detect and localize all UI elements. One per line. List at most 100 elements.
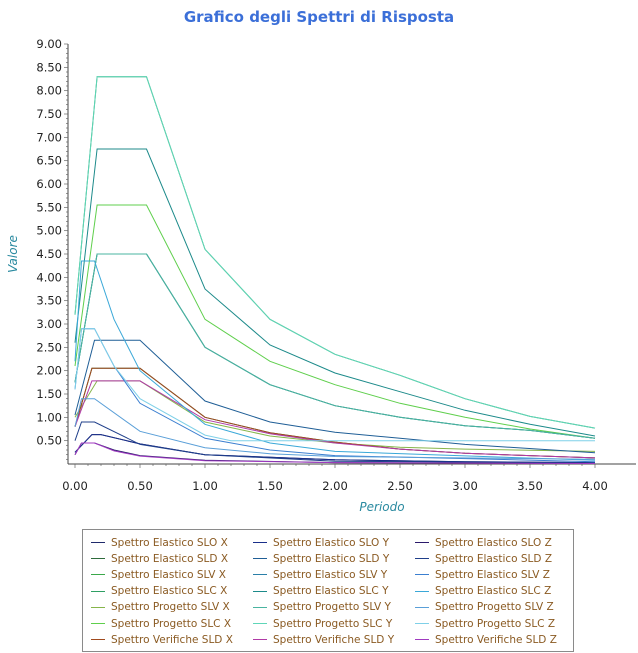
x-tick-label: 0.00	[62, 479, 88, 493]
legend-item: Spettro Elastico SLC X	[91, 584, 227, 599]
legend-label: Spettro Elastico SLV Z	[435, 568, 550, 581]
legend-item: Spettro Elastico SLC Y	[253, 584, 389, 599]
legend-swatch	[415, 558, 429, 560]
legend-swatch	[253, 558, 267, 560]
x-tick-label: 3.00	[452, 479, 478, 493]
x-tick-label: 2.00	[322, 479, 348, 493]
legend-swatch	[253, 606, 267, 608]
legend-swatch	[91, 639, 105, 641]
y-tick-label: 1.50	[36, 387, 62, 401]
legend-item: Spettro Verifiche SLD Z	[415, 632, 557, 647]
chart-axes	[64, 43, 636, 468]
y-axis-title: Valore	[6, 235, 20, 273]
legend-item: Spettro Elastico SLO Z	[415, 535, 552, 550]
series-line-13	[74, 76, 596, 429]
legend-item: Spettro Elastico SLD Y	[253, 551, 389, 566]
legend-swatch	[415, 574, 429, 576]
legend-label: Spettro Elastico SLD X	[111, 552, 229, 565]
legend-label: Spettro Elastico SLC Z	[435, 585, 552, 598]
legend-item: Spettro Elastico SLD X	[91, 551, 228, 566]
series-line-14	[74, 380, 596, 459]
legend-label: Spettro Elastico SLD Y	[273, 552, 390, 565]
legend-item: Spettro Progetto SLC Y	[253, 616, 392, 631]
y-tick-label: 5.00	[36, 224, 62, 238]
legend-swatch	[253, 542, 267, 543]
y-tick-label: 4.50	[36, 247, 62, 261]
x-tick-label: 3.50	[517, 479, 543, 493]
legend-swatch	[415, 542, 429, 543]
legend-label: Spettro Elastico SLV X	[111, 568, 226, 581]
series-line-11	[74, 148, 596, 437]
series-line-4	[74, 76, 596, 429]
legend-label: Spettro Elastico SLC Y	[273, 585, 389, 598]
legend-item: Spettro Progetto SLC Z	[415, 616, 555, 631]
legend-swatch	[91, 606, 105, 608]
legend-label: Spettro Elastico SLO Y	[273, 536, 390, 549]
legend-swatch	[91, 590, 105, 592]
legend-label: Spettro Progetto SLC X	[111, 617, 232, 630]
legend-item: Spettro Elastico SLV Z	[415, 567, 550, 582]
legend-swatch	[91, 558, 105, 560]
x-tick-label: 2.50	[387, 479, 413, 493]
legend-item: Spettro Progetto SLC X	[91, 616, 231, 631]
legend-item: Spettro Elastico SLO X	[91, 535, 228, 550]
legend-swatch	[415, 639, 429, 641]
legend-item: Spettro Elastico SLC Z	[415, 584, 551, 599]
legend-label: Spettro Elastico SLC X	[111, 585, 228, 598]
y-tick-label: 1.00	[36, 410, 62, 424]
y-tick-label: 2.50	[36, 340, 62, 354]
x-tick-label: 4.00	[582, 479, 608, 493]
legend-label: Spettro Verifiche SLD Y	[273, 633, 395, 646]
y-tick-label: 5.50	[36, 200, 62, 214]
legend-label: Spettro Elastico SLO X	[111, 536, 228, 549]
legend-item: Spettro Verifiche SLD Y	[253, 632, 394, 647]
series-line-19	[74, 398, 596, 460]
x-tick-label: 1.50	[257, 479, 283, 493]
legend-item: Spettro Elastico SLV X	[91, 567, 226, 582]
legend-label: Spettro Elastico SLD Z	[435, 552, 553, 565]
y-tick-label: 3.50	[36, 294, 62, 308]
series-line-20	[74, 328, 595, 442]
legend-swatch	[91, 623, 105, 624]
legend-label: Spettro Elastico SLV Y	[273, 568, 388, 581]
series-line-16	[74, 421, 596, 464]
x-axis-title: Periodo	[359, 500, 404, 514]
legend-item: Spettro Elastico SLV Y	[253, 567, 387, 582]
series-line-21	[74, 442, 596, 464]
legend-item: Spettro Elastico SLO Y	[253, 535, 389, 550]
y-tick-label: 0.50	[36, 434, 62, 448]
y-tick-label: 6.50	[36, 154, 62, 168]
y-tick-label: 2.00	[36, 364, 62, 378]
legend-swatch	[253, 574, 267, 576]
legend-item: Spettro Elastico SLD Z	[415, 551, 552, 566]
y-tick-label: 9.00	[36, 37, 62, 51]
legend-label: Spettro Progetto SLV Z	[435, 601, 554, 614]
legend-swatch	[415, 606, 429, 608]
y-tick-label: 6.00	[36, 177, 62, 191]
legend-label: Spettro Progetto SLV X	[111, 601, 230, 614]
x-tick-label: 0.50	[127, 479, 153, 493]
y-tick-label: 3.00	[36, 317, 62, 331]
chart-plot-area: 0.50 1.00 1.50 2.00 2.50 3.00 3.50 4.00 4.50 5.00…	[6, 37, 636, 514]
legend-swatch	[253, 639, 267, 641]
series-line-6	[74, 204, 596, 439]
legend-swatch	[253, 590, 267, 592]
legend-label: Spettro Progetto SLC Y	[273, 617, 393, 630]
series-line-12	[74, 253, 596, 439]
legend-swatch	[91, 574, 105, 576]
legend-label: Spettro Progetto SLV Y	[273, 601, 391, 614]
legend-swatch	[415, 623, 429, 624]
y-tick-label: 7.50	[36, 107, 62, 121]
legend-label: Spettro Progetto SLC Z	[435, 617, 556, 630]
legend-swatch	[415, 590, 429, 592]
legend-swatch	[253, 623, 267, 624]
chart-title: Grafico degli Spettri di Risposta	[183, 8, 455, 26]
legend-item: Spettro Progetto SLV Z	[415, 600, 554, 615]
legend-swatch	[91, 542, 105, 543]
y-tick-label: 8.00	[36, 84, 62, 98]
legend-item: Spettro Progetto SLV X	[91, 600, 230, 615]
legend-label: Spettro Elastico SLO Z	[435, 536, 552, 549]
legend-label: Spettro Verifiche SLD X	[111, 633, 233, 646]
x-tick-label: 1.00	[192, 479, 218, 493]
chart-legend: Spettro Elastico SLO X Spettro Elastico S…	[82, 529, 574, 652]
